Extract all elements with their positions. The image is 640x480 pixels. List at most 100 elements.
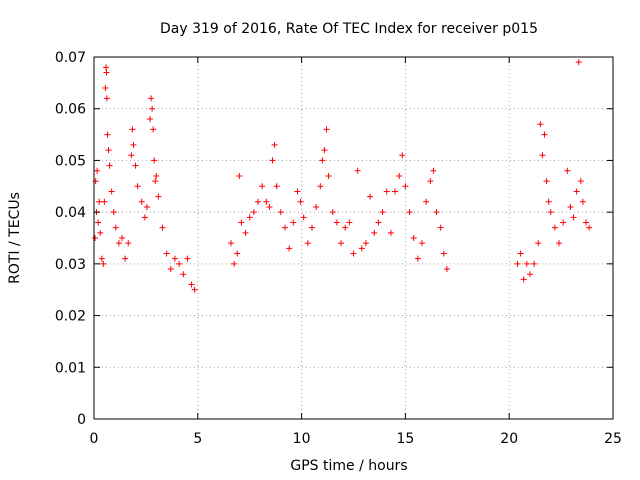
data-point	[379, 209, 386, 216]
data-point	[375, 219, 382, 226]
data-point	[180, 271, 187, 278]
data-point	[101, 198, 108, 205]
data-point	[141, 214, 148, 221]
data-point	[153, 172, 160, 179]
data-point	[346, 219, 353, 226]
x-tick-label: 0	[90, 431, 99, 447]
data-point	[143, 203, 150, 210]
data-point	[573, 188, 580, 195]
data-point	[430, 167, 437, 174]
data-point	[98, 255, 105, 262]
data-point	[392, 188, 399, 195]
data-point	[304, 240, 311, 247]
data-point	[338, 240, 345, 247]
data-point	[583, 219, 590, 226]
data-point	[323, 126, 330, 133]
data-point	[155, 193, 162, 200]
data-point	[266, 203, 273, 210]
data-point	[100, 260, 107, 267]
data-point	[358, 245, 365, 252]
data-point	[567, 203, 574, 210]
data-point	[526, 271, 533, 278]
data-point	[329, 209, 336, 216]
data-point	[250, 209, 257, 216]
data-point	[103, 64, 110, 71]
data-point	[354, 167, 361, 174]
data-point	[129, 126, 136, 133]
data-point	[294, 188, 301, 195]
data-point	[537, 121, 544, 128]
y-tick-label: 0	[77, 412, 86, 428]
data-point	[269, 157, 276, 164]
data-point	[543, 178, 550, 185]
data-point	[427, 178, 434, 185]
data-point	[290, 219, 297, 226]
chart-title: Day 319 of 2016, Rate Of TEC Index for r…	[160, 21, 538, 37]
data-point	[234, 250, 241, 257]
data-point	[104, 131, 111, 138]
data-point	[317, 183, 324, 190]
data-point	[105, 147, 112, 154]
data-point	[410, 235, 417, 241]
data-point	[102, 85, 109, 92]
data-point	[152, 178, 159, 185]
data-point	[437, 224, 444, 231]
y-axis-label: ROTI / TECUs	[7, 192, 23, 284]
data-point	[371, 229, 378, 236]
data-point	[151, 157, 158, 164]
data-point	[419, 240, 426, 247]
data-point	[560, 219, 567, 226]
data-point	[367, 193, 374, 200]
data-point	[570, 214, 577, 221]
y-tick-label: 0.04	[55, 205, 86, 221]
data-point	[95, 219, 102, 226]
data-point	[350, 250, 357, 257]
data-point	[286, 245, 293, 252]
data-point	[564, 167, 571, 174]
data-point	[277, 209, 284, 216]
data-point	[263, 198, 270, 205]
data-point	[321, 147, 328, 154]
data-point	[342, 224, 349, 231]
data-point	[387, 229, 394, 236]
data-point	[308, 224, 315, 231]
data-point	[103, 95, 110, 102]
data-point	[112, 224, 119, 231]
data-point	[246, 214, 253, 221]
data-point	[325, 172, 332, 179]
data-point	[443, 266, 450, 273]
plot-frame	[93, 56, 614, 420]
data-point	[132, 162, 139, 169]
y-tick-label: 0.07	[55, 50, 86, 66]
y-tick-label: 0.06	[55, 102, 86, 118]
data-point	[242, 229, 249, 236]
data-point	[556, 240, 563, 247]
data-point	[396, 172, 403, 179]
grid-layer	[94, 57, 613, 419]
data-point	[122, 255, 129, 262]
data-point	[586, 224, 593, 231]
data-point	[191, 286, 198, 293]
data-point	[259, 183, 266, 190]
data-point	[130, 141, 137, 148]
data-point	[92, 235, 99, 241]
y-tick-label: 0.02	[55, 309, 86, 325]
data-point	[273, 183, 280, 190]
data-point	[134, 183, 141, 190]
x-tick-label: 20	[500, 431, 518, 447]
data-point	[545, 198, 552, 205]
data-point	[414, 255, 421, 262]
data-point	[319, 157, 326, 164]
data-point	[383, 188, 390, 195]
data-point	[106, 162, 113, 169]
data-point	[300, 214, 307, 221]
data-point	[236, 172, 243, 179]
data-point	[108, 188, 115, 195]
data-point	[255, 198, 262, 205]
data-point	[128, 152, 135, 159]
data-point	[96, 198, 103, 205]
data-point	[406, 209, 413, 216]
data-point	[115, 240, 122, 247]
